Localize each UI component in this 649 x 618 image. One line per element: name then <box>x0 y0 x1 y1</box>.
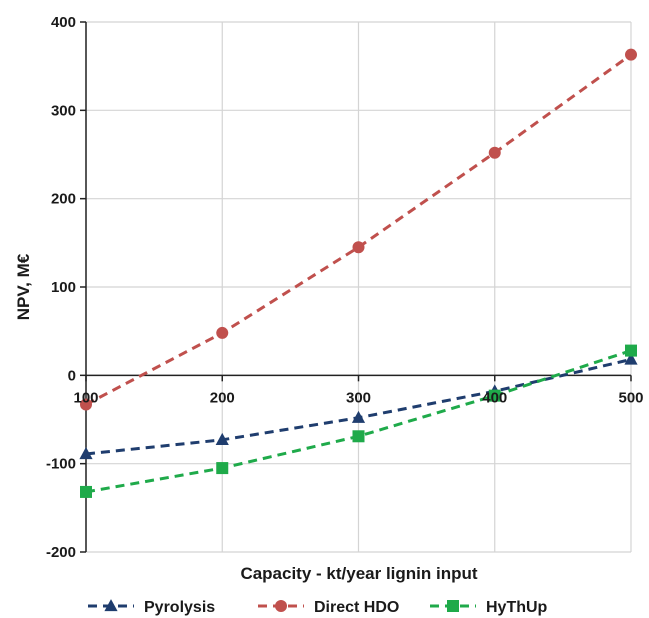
x-tick-labels: 100 200 300 400 500 <box>73 389 643 406</box>
y-tick-label: -200 <box>46 544 76 561</box>
legend: Pyrolysis Direct HDO HyThUp <box>88 599 548 616</box>
y-tick-label: 0 <box>68 367 76 384</box>
data-point <box>625 48 637 61</box>
legend-label: Direct HDO <box>314 599 399 616</box>
data-point <box>625 344 637 357</box>
data-point <box>80 398 92 411</box>
y-tick-label: 300 <box>51 102 76 119</box>
x-tick-label: 100 <box>73 389 98 406</box>
y-tick-label: 100 <box>51 279 76 296</box>
legend-item: Direct HDO <box>258 599 399 616</box>
x-tick-label: 300 <box>346 389 371 406</box>
x-tick-label: 400 <box>482 389 507 406</box>
legend-label: Pyrolysis <box>144 599 215 616</box>
y-tick-label: 400 <box>51 14 76 31</box>
x-axis-title: Capacity - kt/year lignin input <box>240 564 477 583</box>
data-point <box>488 389 501 402</box>
data-point <box>488 146 501 159</box>
data-point <box>80 485 92 498</box>
y-tick-label: -100 <box>46 456 76 473</box>
series-hythup <box>80 344 637 498</box>
data-point <box>624 352 638 365</box>
series <box>79 48 638 498</box>
data-point <box>216 326 229 339</box>
legend-item: Pyrolysis <box>88 599 215 616</box>
legend-item: HyThUp <box>430 599 548 616</box>
data-point <box>79 447 93 460</box>
legend-label: HyThUp <box>486 599 548 616</box>
axes <box>80 21 632 553</box>
legend-marker <box>447 600 459 612</box>
legend-marker <box>104 599 118 612</box>
series-direct-hdo <box>80 48 637 411</box>
y-tick-label: 200 <box>51 191 76 208</box>
data-point <box>352 430 365 443</box>
data-point <box>352 241 365 254</box>
data-point <box>351 410 366 423</box>
y-tick-labels: -200 -100 0 100 200 300 400 <box>46 14 76 561</box>
data-point <box>215 432 229 445</box>
x-tick-label: 200 <box>210 389 235 406</box>
x-tick-label: 500 <box>618 389 643 406</box>
y-axis-title: NPV, M€ <box>14 253 33 320</box>
grid <box>85 21 632 553</box>
legend-marker <box>275 600 287 612</box>
data-point <box>216 462 229 475</box>
